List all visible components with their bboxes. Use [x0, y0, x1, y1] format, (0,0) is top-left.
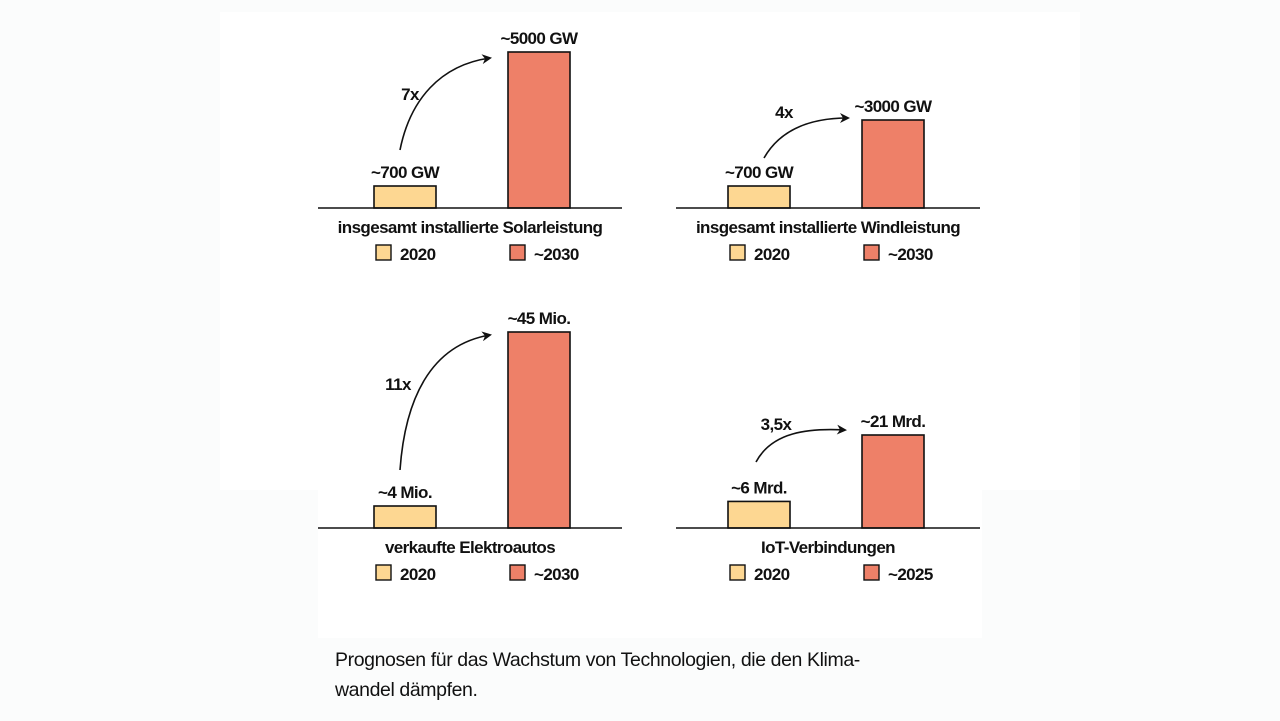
data-label: ~45 Mio.	[508, 309, 571, 328]
legend-label-2: ~2030	[888, 245, 933, 264]
legend-swatch-1	[375, 564, 392, 581]
growth-arrow	[399, 331, 492, 471]
data-label: ~5000 GW	[501, 29, 579, 48]
data-label: ~6 Mrd.	[731, 478, 787, 497]
bar-approx-2030	[507, 331, 571, 529]
chart-1: ~700 GW ~5000 GW 7x insgesamt installierte …	[318, 29, 622, 264]
chart-4: ~6 Mrd. ~21 Mrd. 3,5x IoT-Verbindungen 2020 ~…	[676, 412, 980, 584]
legend-swatch-2	[863, 564, 880, 581]
legend-swatch-1	[729, 564, 746, 581]
figure-background-top	[220, 12, 1080, 490]
data-label: ~700 GW	[371, 163, 441, 182]
chart-title: IoT-Verbindungen	[761, 538, 895, 557]
chart-title: verkaufte Elektroautos	[385, 538, 555, 557]
growth-arrow	[763, 113, 850, 159]
legend-label-1: 2020	[400, 565, 436, 584]
chart-title: insgesamt installierte Solarleistung	[338, 218, 603, 237]
caption-line-2: wandel dämpfen.	[335, 679, 478, 701]
legend-label-1: 2020	[754, 565, 790, 584]
chart-2: ~700 GW ~3000 GW 4x insgesamt installierte …	[676, 97, 980, 264]
legend-label-2: ~2030	[534, 565, 579, 584]
chart-3: ~4 Mio. ~45 Mio. 11x verkaufte Elektroautos…	[318, 309, 622, 584]
legend-swatch-2	[509, 564, 526, 581]
growth-arrow	[399, 54, 492, 151]
bar-approx-2025	[861, 434, 925, 529]
growth-label: 11x	[385, 375, 412, 394]
legend-swatch-2	[863, 244, 880, 261]
data-label: ~3000 GW	[855, 97, 933, 116]
data-label: ~700 GW	[725, 163, 795, 182]
legend-swatch-1	[375, 244, 392, 261]
growth-label: 7x	[401, 85, 420, 104]
legend-swatch-2	[509, 244, 526, 261]
legend-label-2: ~2025	[888, 565, 933, 584]
legend-label-2: ~2030	[534, 245, 579, 264]
bar-2020	[727, 500, 791, 529]
bar-2020	[373, 185, 437, 209]
growth-label: 3,5x	[761, 415, 793, 434]
growth-arrow	[755, 424, 847, 463]
legend-swatch-1	[729, 244, 746, 261]
legend-label-1: 2020	[754, 245, 790, 264]
bar-2020	[373, 505, 437, 529]
figure-caption: Prognosen für das Wachstum von Technolog…	[335, 645, 975, 705]
growth-label: 4x	[775, 103, 794, 122]
legend-label-1: 2020	[400, 245, 436, 264]
data-label: ~21 Mrd.	[861, 412, 926, 431]
chart-title: insgesamt installierte Windleistung	[696, 218, 960, 237]
caption-line-1: Prognosen für das Wachstum von Technolog…	[335, 649, 860, 671]
data-label: ~4 Mio.	[378, 483, 432, 502]
bar-approx-2030	[507, 51, 571, 209]
bar-approx-2030	[861, 119, 925, 209]
bar-2020	[727, 185, 791, 209]
